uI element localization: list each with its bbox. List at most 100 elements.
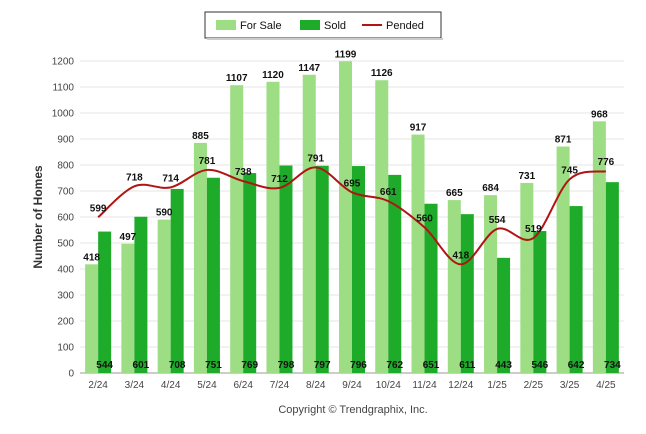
x-tick-8/24: 8/24 [306, 380, 326, 391]
bar-for-sale-8 [375, 80, 389, 374]
label-pended-2: 714 [162, 173, 179, 184]
label-pended-3: 781 [199, 156, 216, 167]
label-sold-3: 751 [205, 360, 222, 371]
y-tick-100: 100 [57, 343, 74, 354]
y-tick-300: 300 [57, 291, 74, 302]
legend-swatch-sold [300, 20, 320, 30]
label-pended-13: 745 [561, 165, 578, 176]
label-for-sale-4: 1107 [226, 73, 248, 84]
label-for-sale-5: 1120 [262, 70, 284, 81]
label-pended-0: 599 [90, 203, 107, 214]
bar-for-sale-12 [520, 182, 534, 373]
copyright-footer: Copyright © Trendgraphix, Inc. [278, 404, 427, 416]
x-tick-6/24: 6/24 [233, 380, 253, 391]
label-pended-6: 791 [307, 153, 324, 164]
y-tick-700: 700 [57, 187, 74, 198]
x-tick-4/24: 4/24 [161, 380, 181, 391]
legend-label-sold: Sold [324, 20, 346, 32]
pended-line-group [97, 166, 607, 266]
bar-sold-1 [134, 216, 148, 373]
bar-sold-2 [170, 188, 184, 373]
y-tick-500: 500 [57, 239, 74, 250]
label-for-sale-2: 590 [156, 208, 173, 219]
bar-sold-7 [352, 166, 365, 373]
label-sold-12: 546 [531, 360, 548, 371]
label-pended-4: 738 [235, 167, 252, 178]
bar-for-sale-2 [157, 219, 171, 373]
label-for-sale-14: 968 [591, 109, 608, 120]
y-tick-400: 400 [57, 265, 74, 276]
label-for-sale-0: 418 [83, 252, 100, 263]
x-axis-ticks: 2/24 3/24 4/24 5/24 6/24 7/24 8/24 9/24 10/24 11/… [88, 380, 616, 391]
y-tick-200: 200 [57, 317, 74, 328]
bar-for-sale-3 [193, 142, 207, 373]
legend-box [204, 11, 442, 39]
y-tick-1200: 1200 [52, 57, 75, 68]
y-tick-900: 900 [57, 135, 74, 146]
y-tick-800: 800 [57, 161, 74, 172]
bar-for-sale-1 [121, 243, 135, 373]
label-pended-12: 519 [525, 224, 542, 235]
bar-sold-8 [388, 174, 402, 373]
label-sold-1: 601 [133, 360, 150, 371]
bar-sold-6 [315, 165, 329, 373]
label-sold-0: 544 [96, 360, 113, 371]
bar-for-sale-6 [302, 74, 316, 373]
label-sold-10: 611 [459, 360, 476, 371]
label-pended-11: 554 [489, 215, 506, 226]
label-sold-6: 797 [314, 360, 331, 371]
x-tick-5/24: 5/24 [197, 380, 217, 391]
label-for-sale-10: 665 [446, 188, 463, 199]
x-tick-3/25: 3/25 [560, 380, 580, 391]
label-pended-5: 712 [271, 174, 288, 185]
label-sold-8: 762 [386, 360, 403, 371]
label-sold-2: 708 [169, 360, 186, 371]
label-pended-9: 560 [416, 213, 433, 224]
legend-swatch-for-sale [216, 20, 236, 30]
legend: For Sale Sold Pended [204, 11, 443, 40]
y-tick-1100: 1100 [52, 83, 74, 94]
label-for-sale-6: 1147 [298, 63, 320, 74]
bar-for-sale-7 [339, 61, 352, 373]
bar-sold-3 [206, 177, 220, 373]
y-axis-label: Number of Homes [31, 165, 45, 269]
label-pended-1: 718 [126, 172, 143, 183]
label-sold-13: 642 [568, 360, 585, 371]
label-sold-5: 798 [278, 360, 295, 371]
legend-shadow [207, 38, 443, 40]
x-tick-2/25: 2/25 [524, 380, 544, 391]
y-tick-600: 600 [57, 213, 74, 224]
label-for-sale-11: 684 [482, 183, 499, 194]
label-for-sale-13: 871 [555, 135, 572, 146]
x-tick-9/24: 9/24 [342, 380, 362, 391]
bar-for-sale-10 [447, 200, 461, 373]
legend-label-for-sale: For Sale [240, 20, 282, 32]
legend-label-pended: Pended [386, 20, 424, 32]
bar-for-sale-0 [85, 264, 99, 373]
bar-sold-10 [460, 214, 474, 373]
label-sold-9: 651 [423, 360, 440, 371]
bar-sold-4 [243, 173, 257, 373]
pended-line [97, 166, 607, 266]
bar-sold-12 [533, 231, 547, 373]
bar-sold-9 [424, 203, 438, 373]
x-tick-1/25: 1/25 [487, 380, 507, 391]
label-pended-10: 418 [452, 250, 469, 261]
label-sold-7: 796 [350, 360, 367, 371]
bar-for-sale-14 [592, 121, 606, 373]
x-tick-2/24: 2/24 [88, 380, 108, 391]
bar-sold-5 [279, 165, 293, 373]
label-pended-14: 776 [598, 157, 615, 168]
label-sold-11: 443 [495, 360, 512, 371]
bar-sold-11 [497, 257, 511, 373]
label-for-sale-8: 1126 [371, 68, 393, 79]
bar-for-sale-5 [266, 81, 280, 374]
x-tick-3/24: 3/24 [125, 380, 145, 391]
x-tick-7/24: 7/24 [270, 380, 290, 391]
bar-for-sale-4 [230, 85, 244, 374]
bar-sold-13 [569, 206, 583, 373]
label-for-sale-1: 497 [120, 232, 137, 243]
y-tick-0: 0 [68, 369, 74, 380]
bar-for-sale-9 [411, 134, 425, 373]
